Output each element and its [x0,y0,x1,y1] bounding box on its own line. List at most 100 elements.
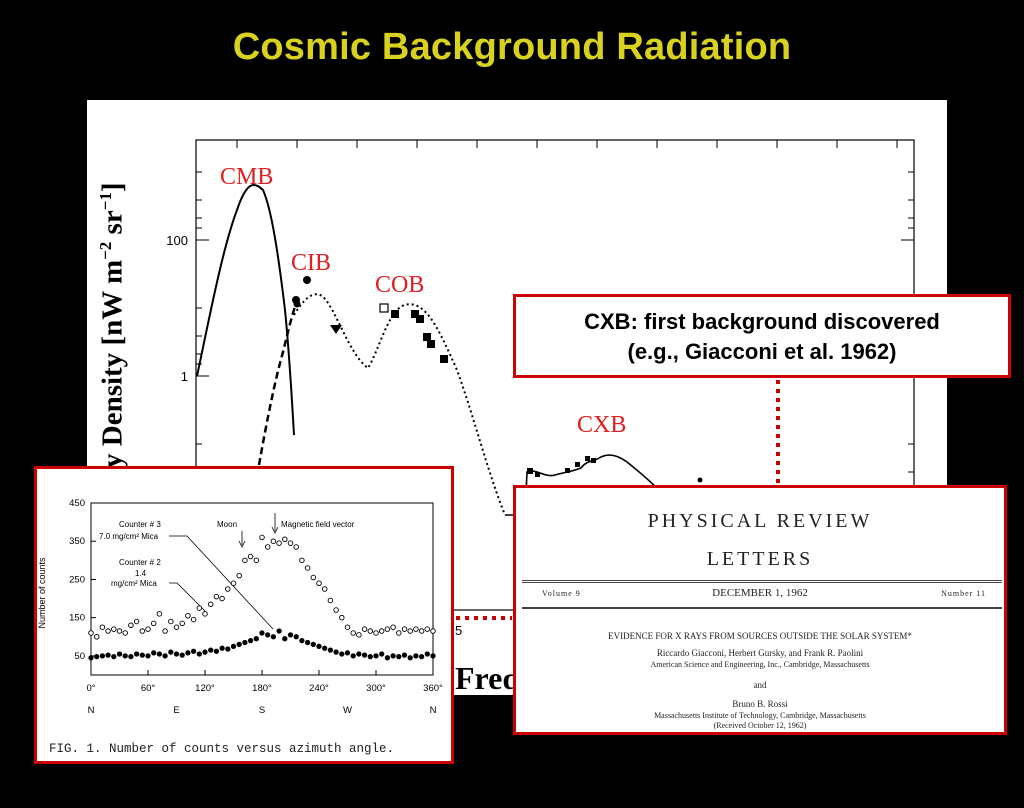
counter2-data-point [350,653,356,659]
counter2-data-point [105,652,111,658]
counter3-data-point [361,626,368,632]
counter2-data-point [128,654,134,660]
counter2-data-point [327,647,334,653]
counter2-data-point [304,639,311,646]
cib-model-curve [257,301,299,466]
counter2-data-point [99,653,106,659]
counts-x-tick-label: 0° [86,683,95,694]
counter2-data-point [122,653,128,659]
counter3-data-point [150,620,157,627]
counter3-data-point [236,572,242,579]
counts-x-tick-label: 240° [309,683,329,694]
counter3-data-point [304,565,311,571]
cxb-callout: CXB: first background discovered (e.g., … [513,294,1011,378]
counter3-data-point [299,557,305,564]
counter2-data-point [151,650,157,656]
counter2-data-point [145,653,151,659]
counter3-data-point [424,626,431,632]
cob-data-points [379,303,448,363]
y-tick-label: 100 [166,233,188,248]
compass-label: N [430,705,437,716]
counts-x-tick-label: 360° [423,683,443,694]
counter3-data-point [350,630,356,636]
counter2-data-point [139,652,145,658]
header-rule [522,607,1002,609]
slide-title: Cosmic Background Radiation [232,26,792,68]
counter2-data-point [333,649,339,655]
article-affiliation-2: Massachusetts Institute of Technology, C… [654,711,866,720]
x-axis-top-ticks [236,140,898,148]
counter3-data-point [327,597,334,604]
magnetic-field-label: Magnetic field vector [281,520,355,529]
counter2-data-point [230,643,237,649]
counter3-data-point [401,626,408,632]
counter3-data-point [396,630,402,636]
counter2-data-point [173,651,180,657]
counter3-data-point [93,634,100,640]
counter2-data-point [253,636,259,642]
journal-number: Number 11 [941,589,986,598]
counter2-data-point [225,646,231,652]
counter3-data-point [207,601,214,608]
counter3-data-point [321,586,328,592]
counter3-data-point [356,632,362,638]
compass-label: E [173,705,179,716]
counter3-data-point [418,628,425,634]
counter3-data-point [185,613,191,619]
counter2-data-point [361,652,368,658]
counter2-data-point [265,632,271,638]
counter3-data-point [122,630,128,636]
counter3-data-point [264,544,271,550]
counter2-data-point [162,653,168,659]
counter2-data-point [236,641,242,648]
counter2-data-point [407,655,413,661]
counter3-data-point [105,628,111,634]
journal-title: PHYSICAL REVIEW LETTERS [516,502,1004,578]
counter3-data-point [133,618,140,625]
counts-y-tick-label: 150 [69,613,85,624]
counter3-data-point [190,616,197,623]
counter3-data-point [407,628,413,634]
cib-label: CIB [291,250,331,276]
counter2-data-point [310,641,316,648]
counter2-data-point [259,630,265,636]
counter2-data-point [424,651,430,657]
counter3-data-point [230,580,237,587]
counts-y-axis-label: Number of counts [37,557,47,629]
counter2-data-point [379,651,385,657]
x-axis-label: Freq [455,660,521,696]
counter3-data-point [276,540,282,546]
counter3-data-point [139,628,146,634]
counter2-data-point [287,632,294,638]
counts-series [88,534,436,661]
counter2-data-point [196,651,202,657]
cob-label: COB [375,272,424,298]
counter2-data-point [247,637,254,644]
sed-plot: 100 1 5 CMB [166,139,915,638]
counter2-data-point [133,651,140,657]
counter2-data-point [418,654,425,660]
counter3-label: Counter # 3 [119,520,161,529]
counter3-data-point [430,628,436,634]
counter3-data-point [378,628,385,634]
article-received-date: (Received October 12, 1962) [713,721,807,730]
header-rule [522,580,1002,583]
counter2-data-point [322,645,328,651]
counter3-data-point [367,628,374,634]
counter2-data-point [413,653,419,659]
counter3-data-point [213,593,220,600]
counter3-data-point [293,544,299,550]
counter3-data-point [310,574,317,581]
counter3-data-point [173,624,180,630]
figure-caption: FIG. 1. Number of counts versus azimuth … [49,742,395,756]
counter2-data-point [390,653,396,659]
counter3-data-point [128,622,134,629]
counter3-data-point [145,626,151,632]
counter3-data-point [219,595,225,602]
counter3-data-point [287,540,294,546]
counter2-data-point [396,654,402,660]
counter3-data-point [384,626,391,632]
counter3-data-point [111,626,117,632]
counter2-data-point [373,653,379,659]
